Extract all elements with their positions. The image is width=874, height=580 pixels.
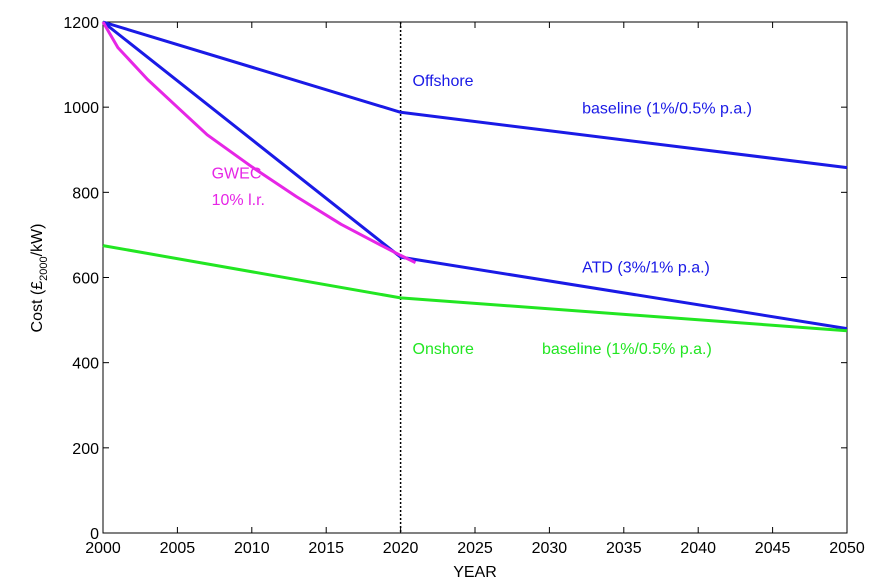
y-axis-label-tail: /kW) — [29, 224, 46, 257]
annotation-label: baseline (1%/0.5% p.a.) — [582, 101, 752, 118]
x-tick-label: 2005 — [160, 540, 196, 557]
x-tick-label: 2010 — [234, 540, 270, 557]
y-tick-label: 0 — [90, 526, 99, 543]
y-tick-label: 800 — [72, 185, 99, 202]
y-tick-label: 200 — [72, 441, 99, 458]
annotation-label: GWEC — [212, 166, 262, 183]
y-axis-label-subscript: 2000 — [38, 256, 50, 280]
annotation-label: baseline (1%/0.5% p.a.) — [542, 341, 712, 358]
axis-ticks: 2000 2005 2010 2015 2020 2025 2030 2035 2040 2045… — [63, 15, 864, 557]
annotation-label: Offshore — [413, 73, 474, 90]
x-axis-label: YEAR — [453, 564, 497, 580]
x-tick-label: 2000 — [85, 540, 121, 557]
annotation-label: 10% l.r. — [212, 192, 265, 209]
y-axis-label: Cost (£2000/kW) — [29, 224, 50, 333]
annotation-layer: Offshore baseline (1%/0.5% p.a.) GWEC 10% l… — [212, 73, 752, 358]
x-tick-label: 2030 — [532, 540, 568, 557]
x-tick-label: 2020 — [383, 540, 419, 557]
plot-area — [102, 21, 848, 534]
series-layer — [101, 20, 848, 333]
series-line-0 — [102, 20, 848, 170]
x-tick-label: 2025 — [457, 540, 493, 557]
y-tick-label: 1200 — [63, 15, 99, 32]
x-tick-label: 2050 — [829, 540, 865, 557]
y-axis-label-main: Cost (£ — [29, 281, 46, 333]
x-tick-label: 2040 — [680, 540, 716, 557]
annotation-label: Onshore — [413, 341, 474, 358]
y-tick-label: 400 — [72, 356, 99, 373]
x-tick-label: 2035 — [606, 540, 642, 557]
series-line-3 — [101, 21, 417, 264]
y-tick-label: 600 — [72, 271, 99, 288]
series-line-2 — [102, 244, 848, 333]
x-tick-label: 2015 — [308, 540, 344, 557]
annotation-label: ATD (3%/1% p.a.) — [582, 259, 710, 276]
series-line-1 — [102, 20, 848, 331]
x-tick-label: 2045 — [755, 540, 791, 557]
y-tick-label: 1000 — [63, 100, 99, 117]
